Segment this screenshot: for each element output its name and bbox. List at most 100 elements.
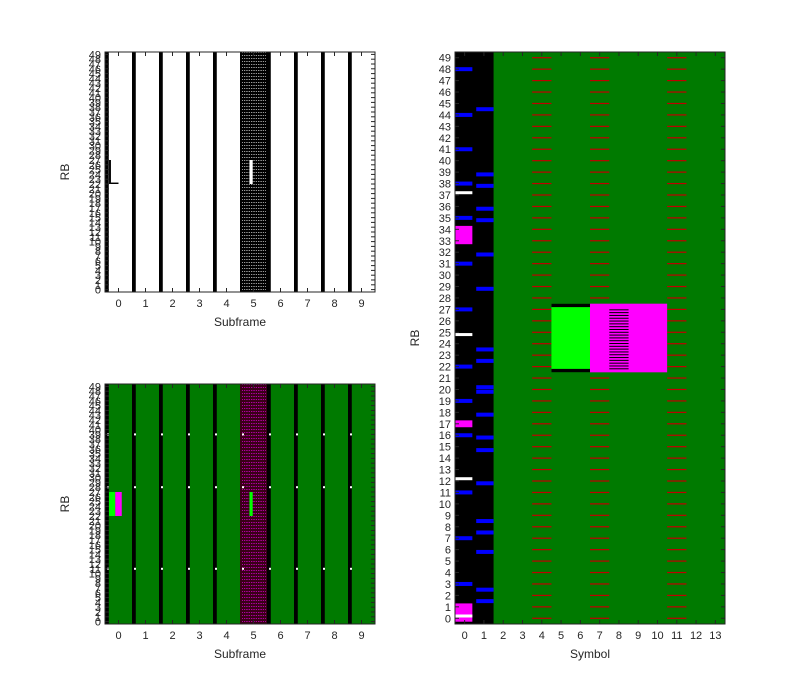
y-tick-label: 13	[439, 465, 451, 477]
blue-mark	[455, 112, 473, 117]
y-tick-label: 15	[439, 442, 451, 454]
y-tick-label: 35	[439, 213, 451, 225]
column-mark	[213, 52, 217, 292]
y-tick-label: 46	[89, 396, 101, 408]
red-stripe-mark	[590, 423, 610, 425]
stripe-mark	[609, 343, 629, 345]
y-tick-label: 42	[439, 133, 451, 145]
y-tick-label: 11	[90, 564, 101, 576]
red-stripe-mark	[532, 194, 552, 196]
y-tick-label: 42	[89, 83, 101, 95]
y-tick-label: 5	[95, 593, 101, 605]
y-tick-label: 16	[89, 540, 101, 552]
white-dot	[350, 433, 352, 436]
column-mark	[294, 384, 298, 624]
red-stripe-mark	[667, 194, 687, 196]
y-tick-label: 23	[439, 350, 451, 362]
red-stripe-mark	[532, 205, 552, 208]
y-tick-label: 30	[89, 141, 101, 153]
stripe-mark	[609, 328, 629, 330]
red-stripe-mark	[667, 171, 687, 173]
y-tick-label: 11	[440, 487, 451, 499]
red-stripe-mark	[667, 446, 687, 448]
red-stripe-mark	[532, 240, 552, 242]
red-stripe-mark	[532, 251, 552, 253]
block-mark	[115, 492, 122, 516]
blue-mark	[476, 358, 494, 363]
x-tick-label: 0	[462, 630, 468, 642]
y-tick-label: 18	[89, 530, 101, 542]
red-stripe-mark	[667, 343, 687, 345]
red-stripe-mark	[667, 102, 687, 105]
red-stripe-mark	[590, 205, 610, 208]
column-mark	[159, 384, 163, 624]
y-tick-label: 14	[89, 217, 101, 229]
white-dot	[323, 567, 325, 570]
blue-mark	[476, 587, 494, 592]
red-stripe-mark	[532, 526, 552, 528]
y-tick-label: 21	[439, 373, 451, 385]
red-stripe-mark	[667, 514, 687, 516]
y-tick-label: 31	[439, 259, 451, 271]
y-tick-label: 48	[439, 64, 451, 76]
red-stripe-mark	[590, 571, 610, 574]
blue-mark	[476, 549, 494, 554]
red-stripe-mark	[667, 251, 687, 253]
white-dot	[269, 486, 271, 489]
white-dot	[134, 433, 136, 436]
blue-mark	[455, 490, 473, 495]
red-stripe-mark	[590, 411, 610, 413]
red-stripe-mark	[532, 148, 552, 150]
red-stripe-mark	[667, 583, 687, 585]
y-tick-label: 12	[89, 559, 101, 571]
blue-mark	[476, 599, 494, 604]
y-tick-label: 6	[95, 256, 101, 268]
x-tick-label: 4	[223, 630, 229, 642]
y-tick-label: 21	[89, 516, 101, 528]
x-axis-label: Symbol	[570, 647, 610, 661]
y-tick-label: 34	[439, 224, 451, 236]
white-dot	[161, 486, 163, 489]
y-tick-label: 26	[89, 160, 101, 172]
stripe-mark	[609, 345, 629, 347]
block-mark	[109, 492, 116, 516]
red-stripe-mark	[590, 514, 610, 516]
red-stripe-mark	[590, 560, 610, 562]
block-mark	[455, 603, 473, 622]
y-tick-label: 30	[439, 270, 451, 282]
y-tick-label: 41	[89, 420, 101, 432]
y-tick-label: 10	[89, 237, 101, 249]
white-dot	[242, 486, 244, 489]
red-stripe-mark	[532, 125, 552, 127]
white-dot	[242, 433, 244, 436]
red-stripe-mark	[532, 114, 552, 116]
red-stripe-mark	[532, 182, 552, 185]
block-mark	[455, 420, 473, 428]
white-dot	[215, 486, 217, 489]
chart-top-left: 0 1 2 3 4 5 6 7 8 9012345678910111213141516171819…	[58, 49, 376, 329]
y-tick-label: 36	[439, 201, 451, 213]
y-tick-label: 9	[95, 241, 101, 253]
red-stripe-mark	[667, 274, 687, 276]
y-tick-label: 45	[439, 98, 451, 110]
white-dot	[350, 567, 352, 570]
x-tick-label: 13	[709, 630, 721, 642]
red-stripe-mark	[590, 457, 610, 459]
column-mark	[267, 384, 271, 624]
column-mark	[105, 52, 109, 292]
white-mark	[455, 191, 473, 195]
red-stripe-mark	[667, 148, 687, 150]
red-stripe-mark	[667, 411, 687, 413]
y-tick-label: 2	[445, 590, 451, 602]
x-tick-label: 0	[115, 630, 121, 642]
red-stripe-mark	[667, 354, 687, 356]
white-dot	[323, 433, 325, 436]
blue-mark	[455, 536, 473, 541]
red-stripe-mark	[532, 434, 552, 436]
stripe-mark	[609, 317, 629, 319]
red-stripe-mark	[667, 160, 687, 162]
red-stripe-mark	[532, 80, 552, 82]
red-stripe-mark	[667, 114, 687, 116]
y-tick-label: 35	[89, 449, 101, 461]
y-tick-label: 31	[89, 468, 101, 480]
